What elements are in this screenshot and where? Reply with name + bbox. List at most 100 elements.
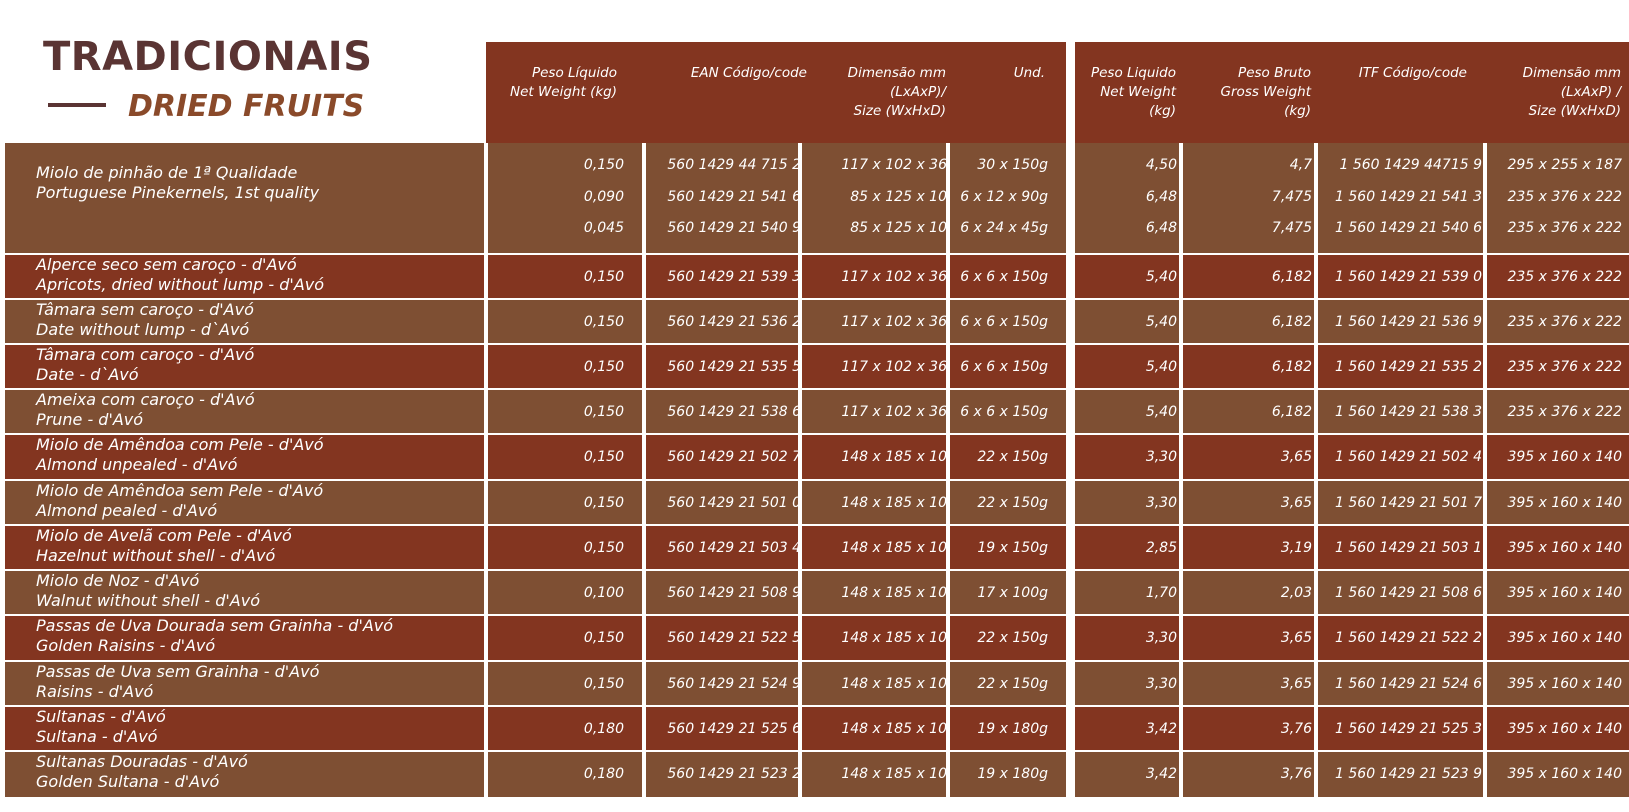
column-divider [946,143,950,812]
row-divider [0,524,1629,526]
table-cell: 1 560 1429 21 539 0 [1335,268,1482,285]
table-cell: 0,180 [583,720,624,737]
column-divider [1179,143,1183,812]
product-name-cell [5,570,486,615]
row-band-right [1075,751,1629,797]
table-cell: 1,70 [1145,584,1177,601]
table-cell: 0,150 [583,539,624,556]
table-row: Sultanas - d'Avó Sultana - d'Avó 0,180 560 … [0,706,1629,751]
table-row: Tâmara sem caroço - d'Avó Date without lu… [0,299,1629,344]
product-name-en: Apricots, dried without lump - d'Avó [36,275,325,294]
row-band-right [1075,299,1629,344]
table-cell: 85 x 125 x 10 [850,220,947,236]
product-name-pt: Passas de Uva Dourada sem Grainha - d'Av… [36,616,394,635]
table-cell: 6 x 6 x 150g [960,403,1048,420]
header-label: ITF Código/code [1358,65,1467,81]
table-cell: 148 x 185 x 10 [841,584,947,601]
table-cell: 148 x 185 x 10 [841,539,947,556]
product-name-pt: Miolo de Amêndoa com Pele - d'Avó [36,435,324,454]
table-cell: 5,40 [1145,313,1177,330]
table-cell: 6 x 6 x 150g [960,358,1048,375]
table-cell: 395 x 160 x 140 [1507,630,1622,646]
product-name-en: Hazelnut without shell - d'Avó [36,546,276,565]
table-cell: 235 x 376 x 222 [1507,358,1622,375]
table-cell: 1 560 1429 21 503 1 [1335,539,1482,556]
product-name-pt: Miolo de Avelã com Pele - d'Avó [36,526,292,545]
header-label: Dimensão mm [1522,65,1621,81]
table-cell: 560 1429 21 525 6 [667,720,801,737]
table-row: Miolo de pinhão de 1ª Qualidade Portugues… [0,143,1629,254]
table-cell: 5,40 [1145,268,1177,285]
table-row: Miolo de Amêndoa sem Pele - d'Avó Almond … [0,480,1629,525]
table-cell: 0,150 [583,675,624,692]
table-cell: 6 x 6 x 150g [960,268,1048,285]
product-name-cell [5,751,486,797]
product-name-en: Date - d`Avó [36,365,139,384]
table-cell: 117 x 102 x 36 [841,268,947,285]
table-cell: 395 x 160 x 140 [1507,766,1622,782]
table-cell: 3,65 [1280,494,1312,511]
header-label: EAN Código/code [690,65,807,81]
table-cell: 1 560 1429 21 541 3 [1335,189,1482,205]
table-cell: 295 x 255 x 187 [1507,157,1622,173]
row-band-right [1075,706,1629,751]
table-cell: 235 x 376 x 222 [1507,268,1622,285]
header-cell: Peso Líquido Net Weight (kg) [486,64,617,102]
table-row: Sultanas Douradas - d'Avó Golden Sultana … [0,751,1629,797]
table-cell: 5,40 [1145,403,1177,420]
header-label: Dimensão mm [847,65,946,81]
table-cell: 395 x 160 x 140 [1507,539,1622,556]
table-cell: 1 560 1429 21 536 9 [1335,313,1482,330]
product-name-en: Golden Raisins - d'Avó [36,636,216,655]
column-divider [798,143,802,812]
product-name-pt: Ameixa com caroço - d'Avó [36,390,255,409]
product-name-cell [5,615,486,661]
table-cell: 3,65 [1280,675,1312,692]
row-band-left [486,389,1066,434]
table-cell: 6,48 [1145,189,1177,205]
row-band-right [1075,143,1629,254]
row-band-right [1075,480,1629,525]
table-cell: 6 x 24 x 45g [960,220,1048,236]
row-band-right [1075,344,1629,389]
product-name-en: Prune - d'Avó [36,410,144,429]
table-cell: 560 1429 21 503 4 [667,539,801,556]
table-row: Passas de Uva Dourada sem Grainha - d'Av… [0,615,1629,661]
table-cell: 117 x 102 x 36 [841,157,947,173]
table-cell: 4,50 [1145,157,1177,173]
header-label: (LxAxP) / [1560,84,1621,100]
row-band-left [486,480,1066,525]
table-row: Passas de Uva sem Grainha - d'Avó Raisins… [0,661,1629,706]
product-name-cell [5,344,486,389]
table-cell: 560 1429 21 540 9 [667,220,801,236]
table-cell: 148 x 185 x 10 [841,720,947,737]
header-label: Size (WxHxD) [853,103,946,119]
product-name-cell [5,525,486,570]
row-divider [0,253,1629,255]
product-name-cell [5,254,486,299]
table-row: Miolo de Avelã com Pele - d'Avó Hazelnut … [0,525,1629,570]
table-cell: 560 1429 21 501 0 [667,494,801,511]
header-label: (kg) [1284,103,1311,119]
table-cell: 395 x 160 x 140 [1507,584,1622,601]
table-cell: 0,150 [583,358,624,375]
table-cell: 117 x 102 x 36 [841,358,947,375]
header-cell: Peso Liquido Net Weight (kg) [1075,64,1176,121]
product-name-en: Almond pealed - d'Avó [36,501,218,520]
table-cell: 1 560 1429 21 535 2 [1335,358,1482,375]
header-cell: Peso Bruto Gross Weight (kg) [1187,64,1311,121]
header-band-left [486,42,1066,143]
table-cell: 560 1429 21 539 3 [667,268,801,285]
product-name-cell [5,389,486,434]
table-cell: 0,150 [583,268,624,285]
row-band-right [1075,434,1629,480]
title-divider [48,103,106,107]
table-cell: 0,150 [583,494,624,511]
table-cell: 148 x 185 x 10 [841,630,947,646]
row-band-left [486,570,1066,615]
table-cell: 117 x 102 x 36 [841,403,947,420]
table-cell: 4,7 [1289,157,1312,173]
table-cell: 17 x 100g [977,584,1048,601]
table-cell: 1 560 1429 21 538 3 [1335,403,1482,420]
table-cell: 395 x 160 x 140 [1507,720,1622,737]
